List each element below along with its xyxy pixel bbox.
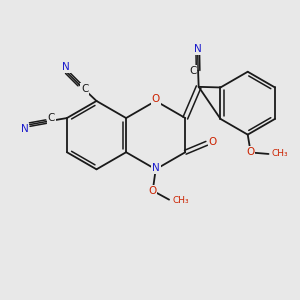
Text: O: O (148, 186, 156, 196)
Text: O: O (208, 137, 217, 147)
Text: N: N (20, 124, 28, 134)
Text: O: O (246, 147, 254, 157)
Text: CH₃: CH₃ (172, 196, 189, 205)
Text: N: N (152, 164, 160, 173)
Text: N: N (194, 44, 202, 54)
Text: O: O (152, 94, 160, 104)
Text: C: C (189, 66, 196, 76)
Text: CH₃: CH₃ (271, 149, 288, 158)
Text: C: C (81, 84, 88, 94)
Text: N: N (62, 62, 70, 72)
Text: C: C (48, 113, 55, 123)
